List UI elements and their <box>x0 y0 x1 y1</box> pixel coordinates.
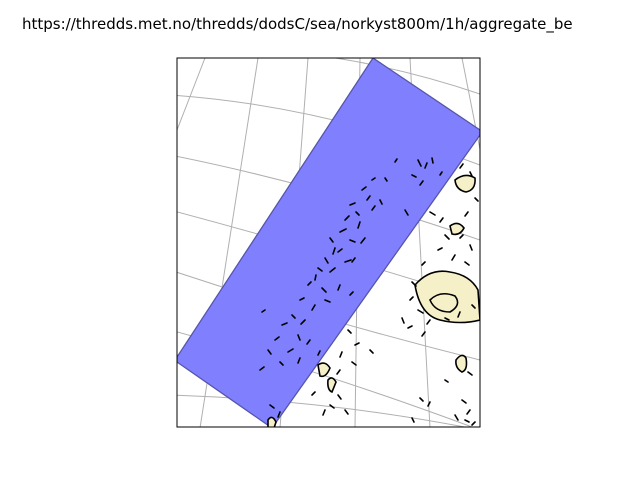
map-area <box>177 58 480 427</box>
plot-title: https://thredds.met.no/thredds/dodsC/sea… <box>22 15 573 33</box>
model-domain-polygon <box>177 58 480 427</box>
axes-frame <box>176 57 481 428</box>
island-fragments <box>259 157 479 426</box>
coastline <box>267 174 480 427</box>
